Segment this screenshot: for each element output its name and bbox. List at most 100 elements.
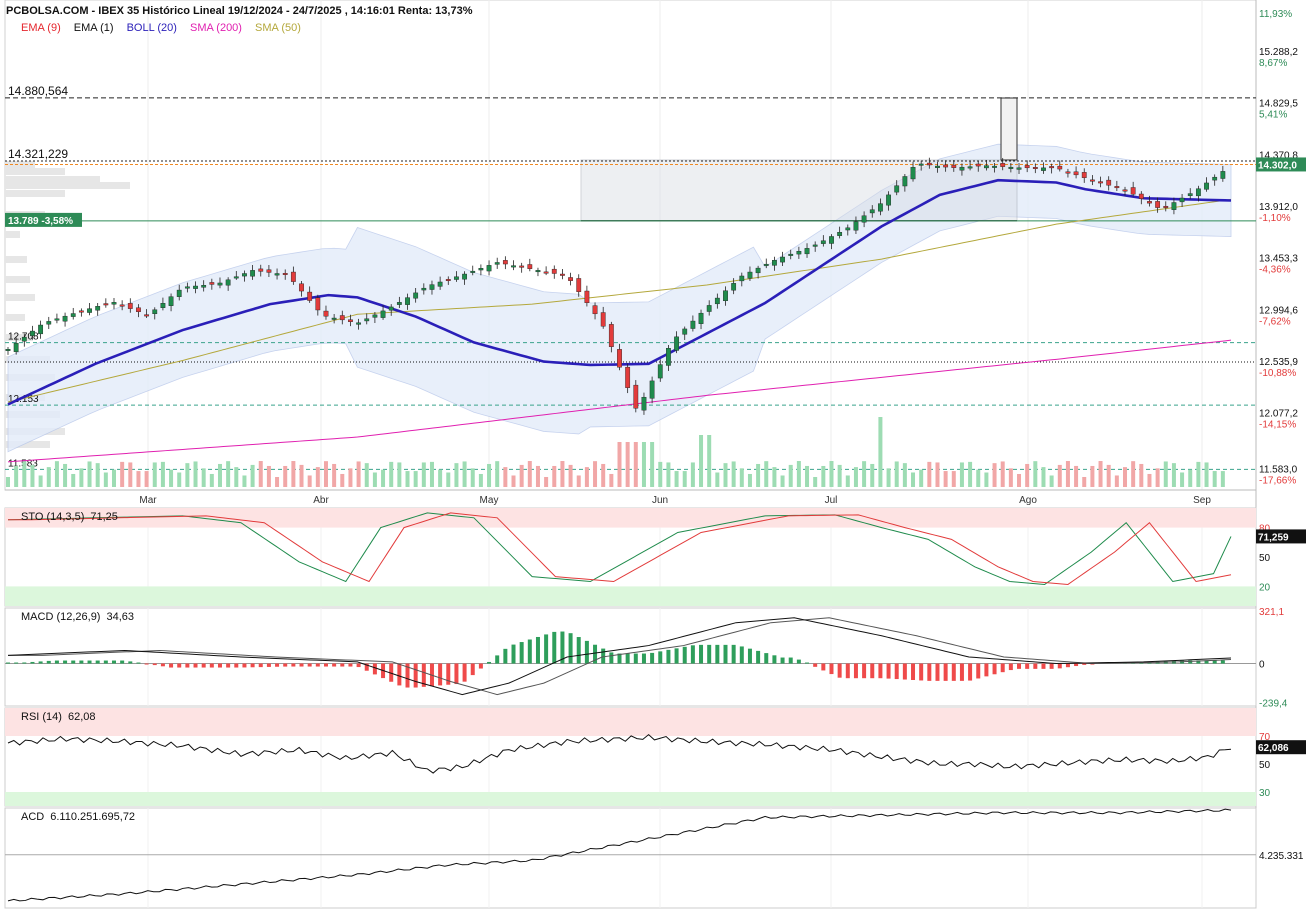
- volume-bar: [1155, 468, 1160, 487]
- volume-bar: [389, 461, 394, 487]
- volume-bar: [1188, 469, 1193, 487]
- candle-body: [943, 164, 949, 168]
- macd-histogram-bar: [266, 663, 271, 667]
- macd-histogram-bar: [185, 663, 190, 668]
- volume-bar: [976, 469, 981, 487]
- last-price-badge: [1256, 157, 1306, 172]
- macd-histogram-bar: [870, 663, 875, 679]
- macd-signal-line: [8, 617, 1232, 696]
- candle-body: [551, 268, 557, 274]
- macd-histogram-bar: [584, 640, 589, 664]
- candle-body: [984, 165, 989, 169]
- legend-sma200[interactable]: SMA (200): [190, 22, 242, 34]
- macd-histogram-bar: [674, 648, 679, 664]
- legend-ema1[interactable]: EMA (1): [73, 22, 114, 34]
- candle-body: [315, 297, 321, 311]
- y-tick-pct: 11,93%: [1259, 9, 1292, 20]
- candle-body: [967, 166, 973, 169]
- candle-body: [511, 265, 516, 268]
- macd-histogram-bar: [739, 646, 744, 664]
- volume-bar: [959, 462, 964, 487]
- macd-histogram-bar: [405, 663, 410, 688]
- volume-bar: [796, 461, 801, 487]
- volume-bar: [87, 461, 92, 487]
- candle-body: [1073, 171, 1079, 176]
- price-level-label: 13.789 -3,58%: [8, 216, 73, 227]
- macd-histogram-bar: [495, 655, 500, 664]
- macd-histogram-bar: [462, 663, 467, 682]
- candle-body: [788, 253, 794, 256]
- macd-histogram-bar: [193, 663, 198, 668]
- volume-bar: [845, 475, 850, 487]
- candle-body: [119, 304, 125, 307]
- macd-histogram-bar: [332, 663, 337, 667]
- volume-bar: [902, 463, 907, 487]
- volume-bar: [984, 472, 989, 487]
- candle-body: [201, 285, 207, 288]
- candle-body: [527, 264, 533, 269]
- macd-histogram-bar: [454, 663, 459, 685]
- range-box: [580, 159, 1018, 222]
- candle-body: [282, 273, 288, 275]
- macd-histogram-bar: [715, 644, 720, 664]
- volume-bar: [682, 471, 687, 487]
- chart-title: PCBOLSA.COM - IBEX 35 Histórico Lineal 1…: [6, 5, 473, 17]
- y-tick-pct: -14,15%: [1259, 420, 1296, 431]
- candle-body: [837, 232, 843, 236]
- candle-body: [274, 273, 280, 276]
- volume-bar: [95, 463, 100, 487]
- volume-bar: [576, 475, 581, 487]
- candle-body: [87, 308, 92, 313]
- candle-body: [176, 289, 182, 297]
- volume-bar: [348, 468, 353, 487]
- volume-bar: [527, 461, 532, 487]
- candle-body: [641, 396, 647, 411]
- macd-histogram-bar: [315, 663, 320, 667]
- macd-histogram-bar: [764, 653, 769, 664]
- volume-bar: [1163, 461, 1168, 487]
- volume-bar: [340, 473, 345, 487]
- macd-histogram-bar: [519, 642, 524, 664]
- volume-bar: [544, 476, 549, 487]
- macd-histogram-bar: [1025, 663, 1030, 669]
- candle-body: [1024, 165, 1030, 169]
- macd-histogram-bar: [837, 663, 842, 678]
- macd-histogram-bar: [1090, 663, 1095, 665]
- candle-body: [388, 306, 394, 311]
- macd-histogram-bar: [829, 663, 834, 675]
- candle-body: [470, 270, 476, 273]
- macd-histogram-bar: [38, 661, 43, 664]
- candle-body: [339, 315, 345, 321]
- volume-bar: [250, 464, 255, 487]
- y-tick-label: 15.288,2: [1259, 47, 1298, 58]
- candle-body: [739, 275, 745, 282]
- candle-body: [299, 283, 304, 292]
- macd-histogram-bar: [144, 663, 149, 665]
- volume-bar: [788, 464, 793, 487]
- y-tick-pct: -10,88%: [1259, 368, 1296, 379]
- candle-body: [853, 221, 859, 231]
- macd-histogram-bar: [79, 660, 84, 664]
- macd-histogram-bar: [527, 639, 532, 664]
- y-tick-label: 12.077,2: [1259, 409, 1298, 420]
- macd-histogram-bar: [1057, 663, 1062, 669]
- x-tick-label: Sep: [1193, 495, 1211, 506]
- price-level-label: 14.321,229: [8, 147, 68, 161]
- legend-sma50[interactable]: SMA (50): [255, 22, 301, 34]
- candle-body: [935, 165, 940, 168]
- candle-body: [1163, 205, 1169, 208]
- candle-body: [1147, 201, 1152, 204]
- volume-bar: [14, 465, 19, 487]
- volume-bar: [943, 471, 948, 487]
- volume-bar: [511, 475, 516, 487]
- candle-body: [1041, 167, 1046, 171]
- macd-histogram-bar: [372, 663, 377, 675]
- macd-histogram-bar: [307, 663, 312, 667]
- legend-boll20[interactable]: BOLL (20): [126, 22, 177, 34]
- macd-histogram-bar: [348, 663, 353, 667]
- legend-ema9[interactable]: EMA (9): [21, 22, 61, 34]
- macd-histogram-bar: [438, 663, 443, 686]
- macd-histogram-bar: [323, 663, 328, 667]
- volume-bar: [780, 475, 785, 487]
